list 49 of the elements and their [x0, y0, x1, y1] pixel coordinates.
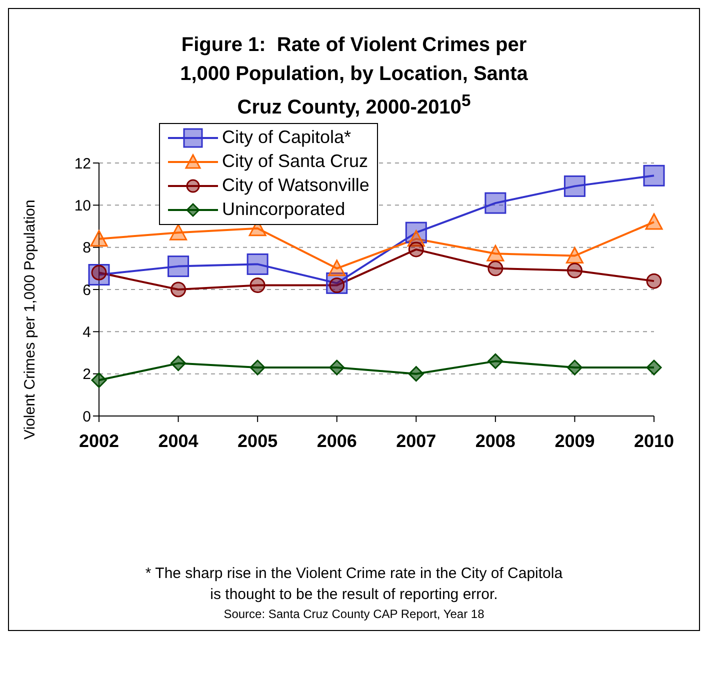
point: [408, 366, 424, 382]
point: [488, 353, 504, 369]
point: [566, 359, 582, 375]
text: * The sharp rise in the Violent Crime rate in the City of Capitola: [144, 564, 564, 584]
point: [250, 359, 266, 375]
y-tick-label: 0: [82, 408, 91, 425]
point: [484, 192, 506, 214]
y-tick-label: 12: [74, 154, 91, 172]
y-tick-label: 2: [82, 366, 91, 383]
point: [566, 262, 582, 278]
legend-label: City of Watsonville: [222, 175, 370, 196]
point: [90, 230, 108, 246]
point: [250, 277, 266, 293]
x-tick-label: 2009: [554, 430, 595, 450]
x-tick-label: 2006: [316, 430, 357, 450]
source-note: Source: Santa Cruz County CAP Report, Year 18: [222, 606, 486, 624]
legend-label: City of Santa Cruz: [222, 151, 368, 172]
point: [564, 175, 586, 197]
point: [643, 164, 665, 186]
point: [170, 223, 188, 240]
point: [488, 260, 504, 276]
point: [170, 355, 186, 371]
y-tick-label: 10: [74, 197, 91, 214]
point: [486, 244, 504, 262]
point: [408, 241, 424, 257]
point: [246, 253, 268, 275]
point: [329, 359, 345, 375]
x-tick-label: 2005: [238, 430, 278, 450]
x-tick-label: 2007: [396, 430, 436, 450]
chart-title: Figure 1: Rate of Violent Crimes per 1,000 Population, by Location, Santa Cruz County, 2000-2010$^{5}$: [179, 33, 529, 121]
x-tick-label: 2008: [475, 430, 516, 450]
legend-label: City of Capitola*: [222, 127, 352, 148]
point: [645, 212, 663, 230]
point: [328, 259, 346, 276]
y-tick-label: 4: [82, 324, 91, 341]
x-tick-label: 2004: [158, 430, 198, 450]
point: [170, 281, 186, 297]
legend-label: Unincorporated: [222, 199, 346, 220]
y-tick-label: 6: [82, 281, 91, 298]
point: [168, 255, 190, 277]
text: is thought to be the result of reporting error.: [209, 585, 499, 606]
y-tick-label: 8: [82, 239, 91, 256]
point: [646, 272, 662, 288]
point: [566, 246, 584, 264]
point: [646, 359, 662, 375]
y-axis-title: Violent Crimes per 1,000 Population: [21, 199, 38, 440]
x-tick-label: 2002: [78, 430, 120, 450]
point: [91, 372, 107, 388]
x-tick-label: 2010: [634, 430, 674, 450]
